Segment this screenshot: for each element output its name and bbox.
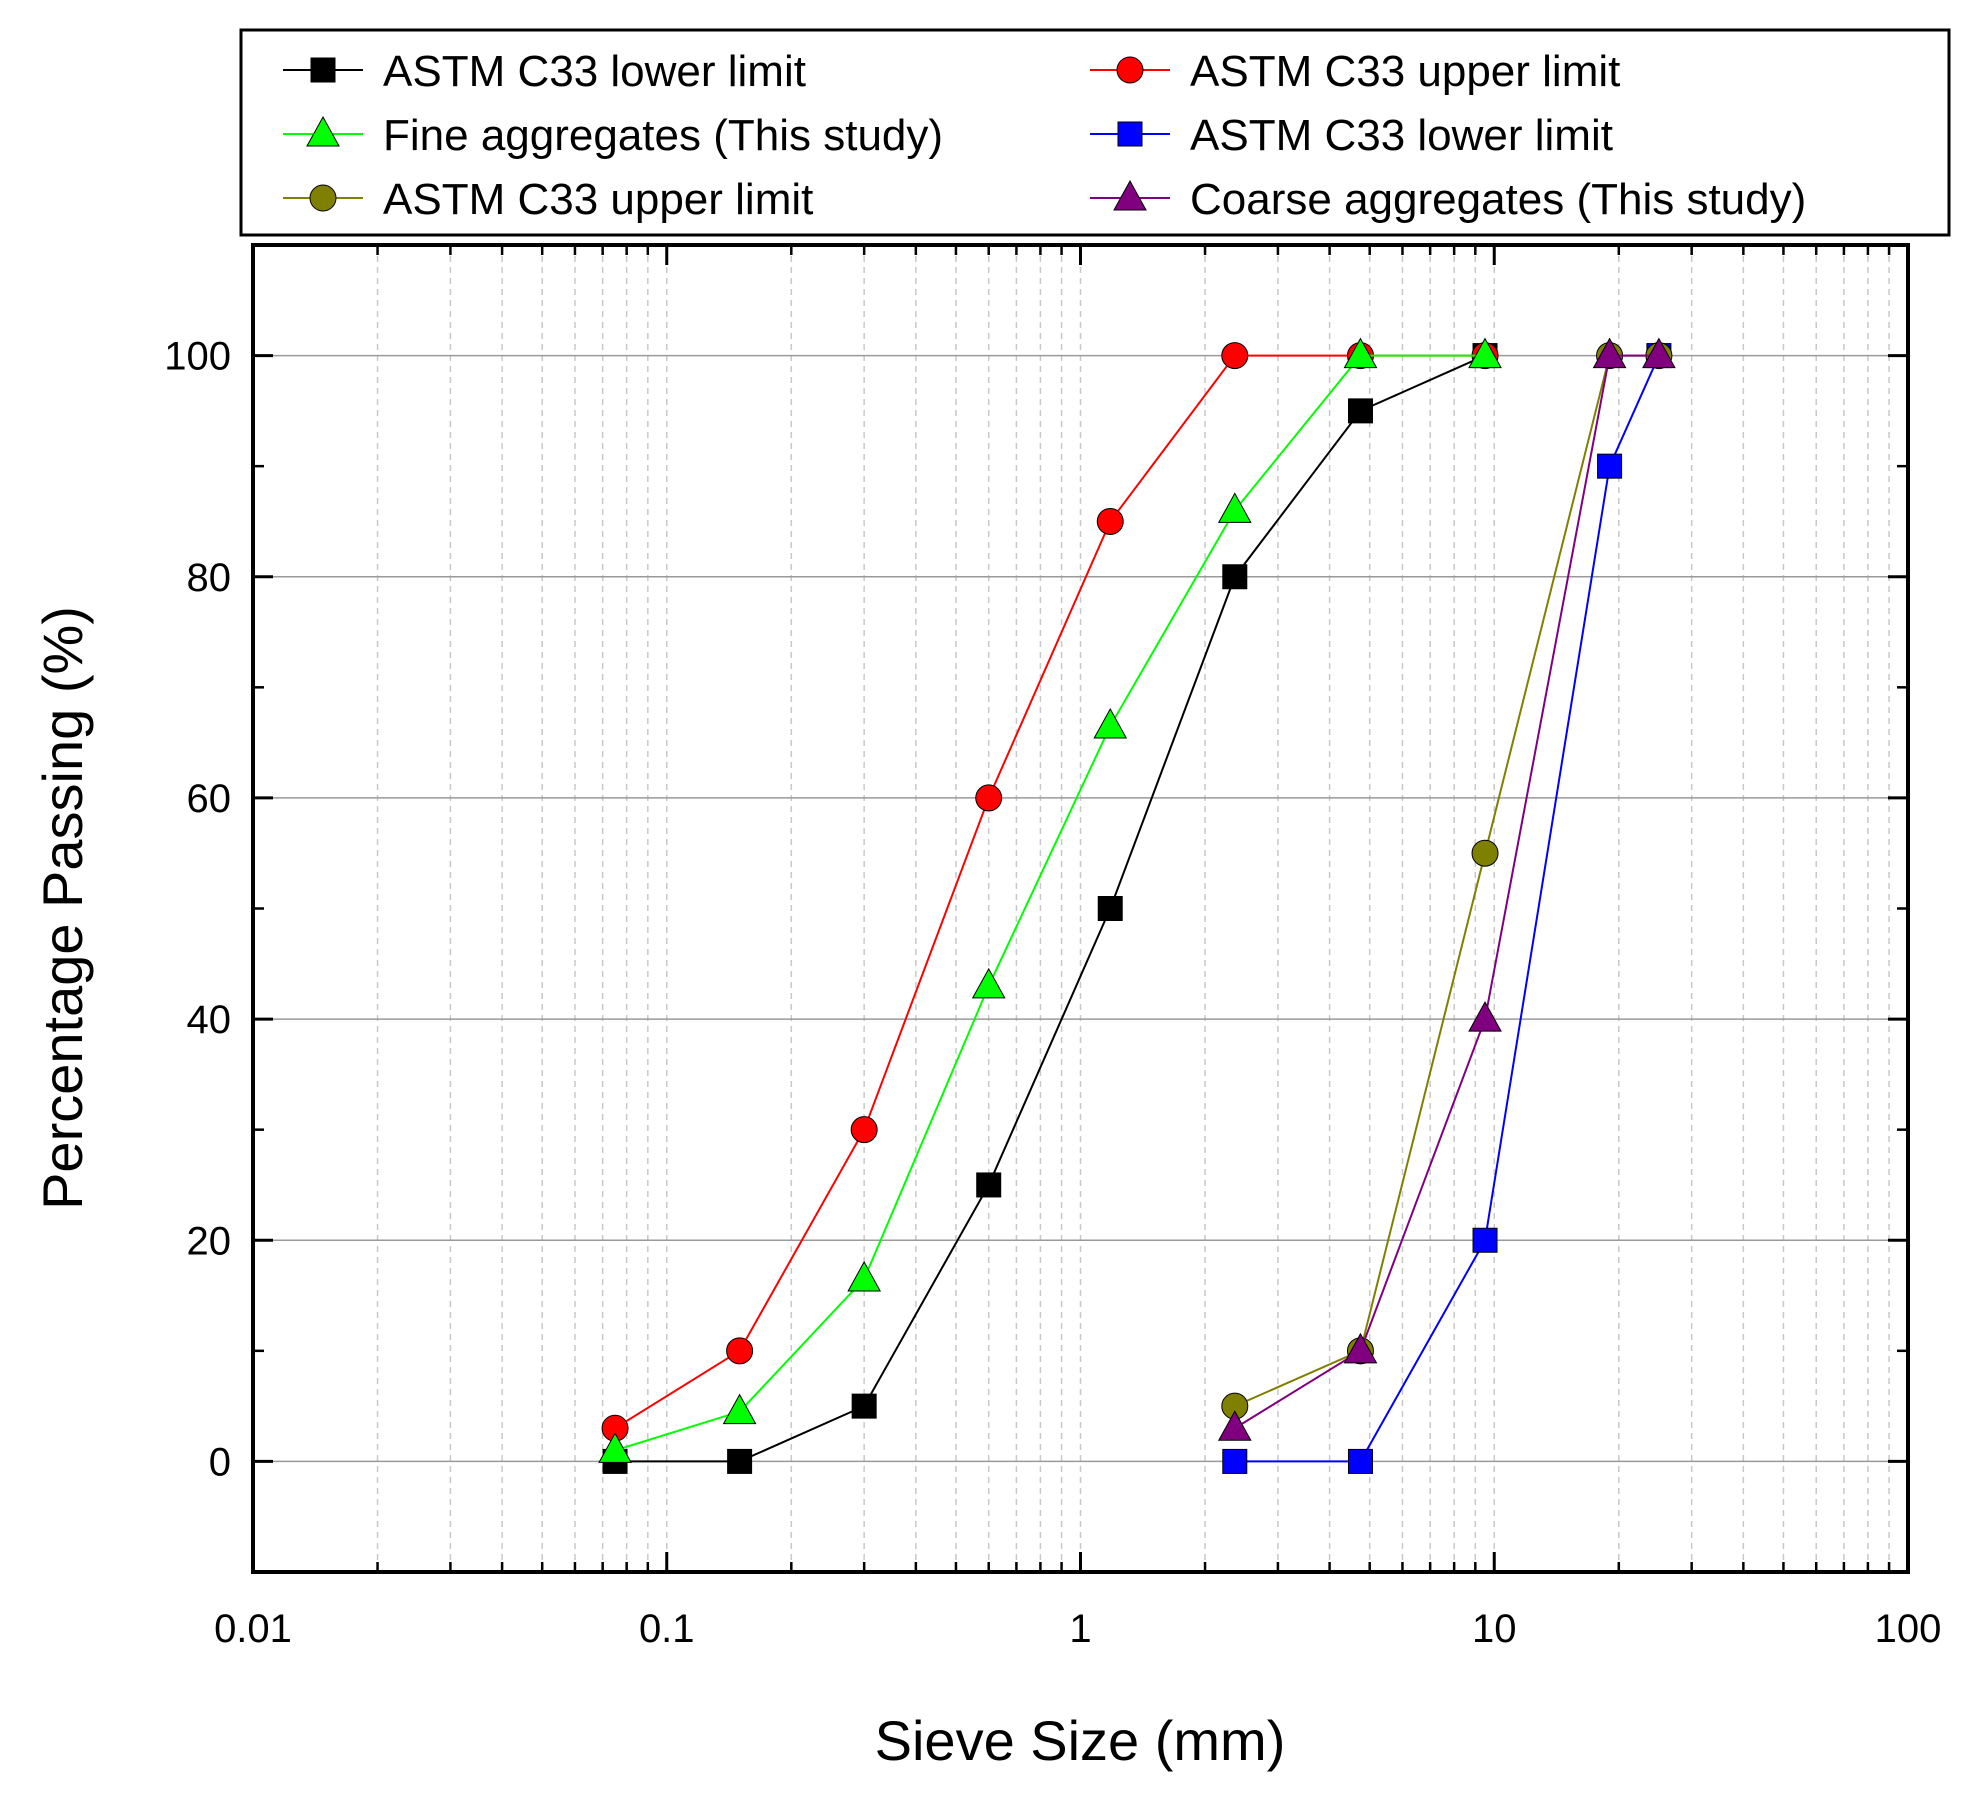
legend-item: ASTM C33 lower limit — [1090, 111, 1613, 160]
grid-lines — [252, 245, 1909, 1572]
series-layer — [598, 337, 1676, 1474]
y-tick-label: 40 — [187, 998, 232, 1042]
data-point — [1217, 1410, 1252, 1441]
legend-label: ASTM C33 lower limit — [383, 47, 806, 96]
x-tick-label: 1 — [1069, 1607, 1091, 1651]
legend-label: Coarse aggregates (This study) — [1190, 175, 1806, 224]
data-point — [1096, 507, 1124, 535]
legend-marker — [306, 115, 340, 147]
series-line — [1234, 355, 1660, 1463]
x-tick-label: 100 — [1875, 1607, 1942, 1651]
legend-label: ASTM C33 lower limit — [1190, 111, 1613, 160]
y-tick-label: 60 — [187, 777, 232, 821]
data-point — [1343, 1332, 1378, 1364]
series-line — [614, 354, 1486, 1430]
legend-marker — [309, 184, 337, 212]
series-2 — [598, 337, 1502, 1463]
data-point — [1347, 398, 1373, 424]
data-point — [726, 1337, 754, 1365]
legend-marker — [1113, 179, 1147, 211]
data-point — [1597, 453, 1623, 479]
data-point — [1471, 839, 1499, 867]
data-point — [1592, 337, 1627, 369]
data-point — [1468, 337, 1502, 369]
legend-item: Fine aggregates (This study) — [283, 111, 943, 160]
data-point — [975, 784, 1003, 812]
data-point — [847, 1260, 882, 1292]
series-line — [1234, 354, 1659, 1430]
series-1 — [601, 342, 1499, 1442]
legend-item: ASTM C33 lower limit — [283, 47, 806, 96]
legend-label: ASTM C33 upper limit — [383, 175, 813, 224]
data-point — [1217, 492, 1252, 523]
data-point — [1468, 1001, 1502, 1032]
series-0 — [602, 343, 1498, 1474]
data-point — [1221, 342, 1249, 370]
data-point — [1472, 1227, 1498, 1253]
series-line — [1234, 354, 1659, 1408]
legend-item: Coarse aggregates (This study) — [1090, 175, 1806, 224]
x-tick-label: 0.01 — [214, 1607, 292, 1651]
series-3 — [1222, 343, 1672, 1474]
data-point — [1093, 708, 1128, 739]
data-point — [598, 1432, 632, 1463]
data-point — [976, 1172, 1002, 1198]
series-5 — [1217, 337, 1676, 1441]
legend-label: Fine aggregates (This study) — [383, 111, 943, 160]
data-point — [1097, 896, 1123, 921]
y-tick-label: 100 — [164, 335, 231, 379]
data-point — [1642, 337, 1676, 369]
legend-marker — [1117, 121, 1143, 147]
data-point — [722, 1393, 757, 1425]
y-tick-label: 20 — [187, 1219, 232, 1263]
series-line — [615, 354, 1486, 1463]
legend-marker — [310, 57, 336, 83]
series-line — [614, 354, 1486, 1452]
data-point — [851, 1393, 877, 1419]
data-point — [971, 967, 1006, 999]
legend-label: ASTM C33 upper limit — [1190, 47, 1620, 96]
axes: 0.01 0.1 1 10 100 0 20 40 60 80 100 — [164, 243, 1942, 1651]
data-point — [850, 1116, 878, 1144]
data-point — [727, 1448, 753, 1474]
x-tick-label: 10 — [1472, 1607, 1517, 1651]
legend-box — [239, 28, 1951, 237]
legend-marker — [1116, 56, 1144, 84]
x-tick-label: 0.1 — [639, 1607, 695, 1651]
y-tick-label: 0 — [209, 1440, 231, 1484]
legend-item: ASTM C33 upper limit — [1090, 47, 1620, 96]
legend-item: ASTM C33 upper limit — [283, 175, 813, 224]
data-point — [1222, 564, 1248, 590]
data-point — [1347, 1448, 1373, 1474]
legend: ASTM C33 lower limit ASTM C33 upper limit… — [239, 28, 1951, 237]
data-point — [1343, 337, 1378, 369]
y-tick-label: 80 — [187, 556, 232, 600]
y-axis-title: Percentage Passing (%) — [31, 606, 94, 1210]
x-axis-title: Sieve Size (mm) — [875, 1709, 1286, 1772]
data-point — [1222, 1448, 1248, 1474]
